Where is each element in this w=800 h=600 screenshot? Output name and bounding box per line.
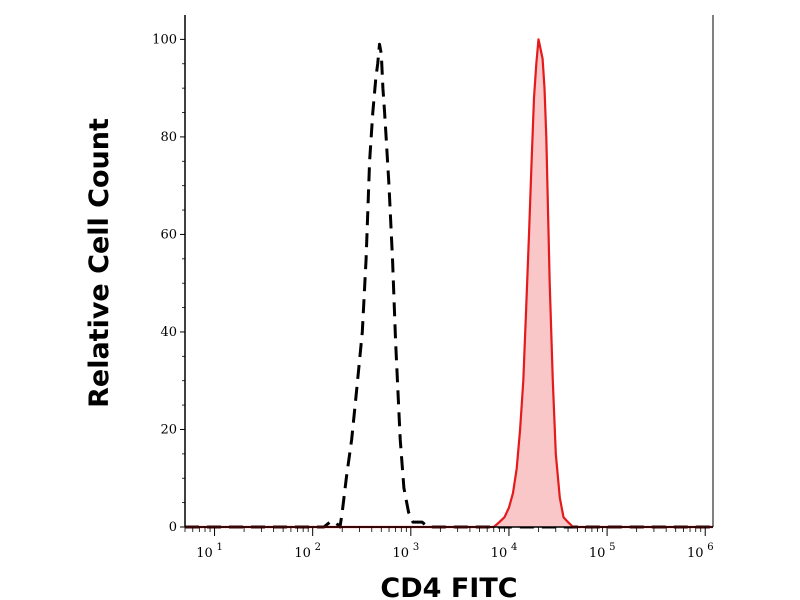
y-tick-label-4: 80	[160, 130, 177, 145]
y-tick-label-1: 20	[160, 422, 177, 437]
x-tick-exp-3: 4	[511, 542, 517, 553]
x-tick-label-5: 10	[687, 546, 704, 561]
x-tick-exp-0: 1	[217, 542, 223, 553]
x-tick-exp-4: 5	[609, 542, 615, 553]
x-tick-exp-1: 2	[315, 542, 321, 553]
x-tick-label-1: 10	[294, 546, 311, 561]
x-tick-exp-5: 6	[707, 542, 713, 553]
x-tick-label-2: 10	[393, 546, 410, 561]
x-tick-label-0: 10	[196, 546, 213, 561]
y-axis-title: Relative Cell Count	[84, 118, 115, 408]
y-tick-label-3: 60	[160, 227, 177, 242]
x-tick-label-4: 10	[589, 546, 606, 561]
y-tick-label-2: 40	[160, 325, 177, 340]
x-tick-label-3: 10	[491, 546, 508, 561]
axes-layer	[180, 15, 714, 536]
series-layer	[185, 38, 713, 529]
y-tick-label-5: 100	[152, 32, 177, 47]
series-0-line	[185, 42, 713, 529]
x-axis-title: CD4 FITC	[380, 573, 517, 600]
y-tick-label-0: 0	[169, 520, 177, 535]
series-1-line	[185, 38, 713, 529]
series-1-fill	[185, 39, 713, 528]
x-tick-exp-2: 3	[413, 542, 419, 553]
